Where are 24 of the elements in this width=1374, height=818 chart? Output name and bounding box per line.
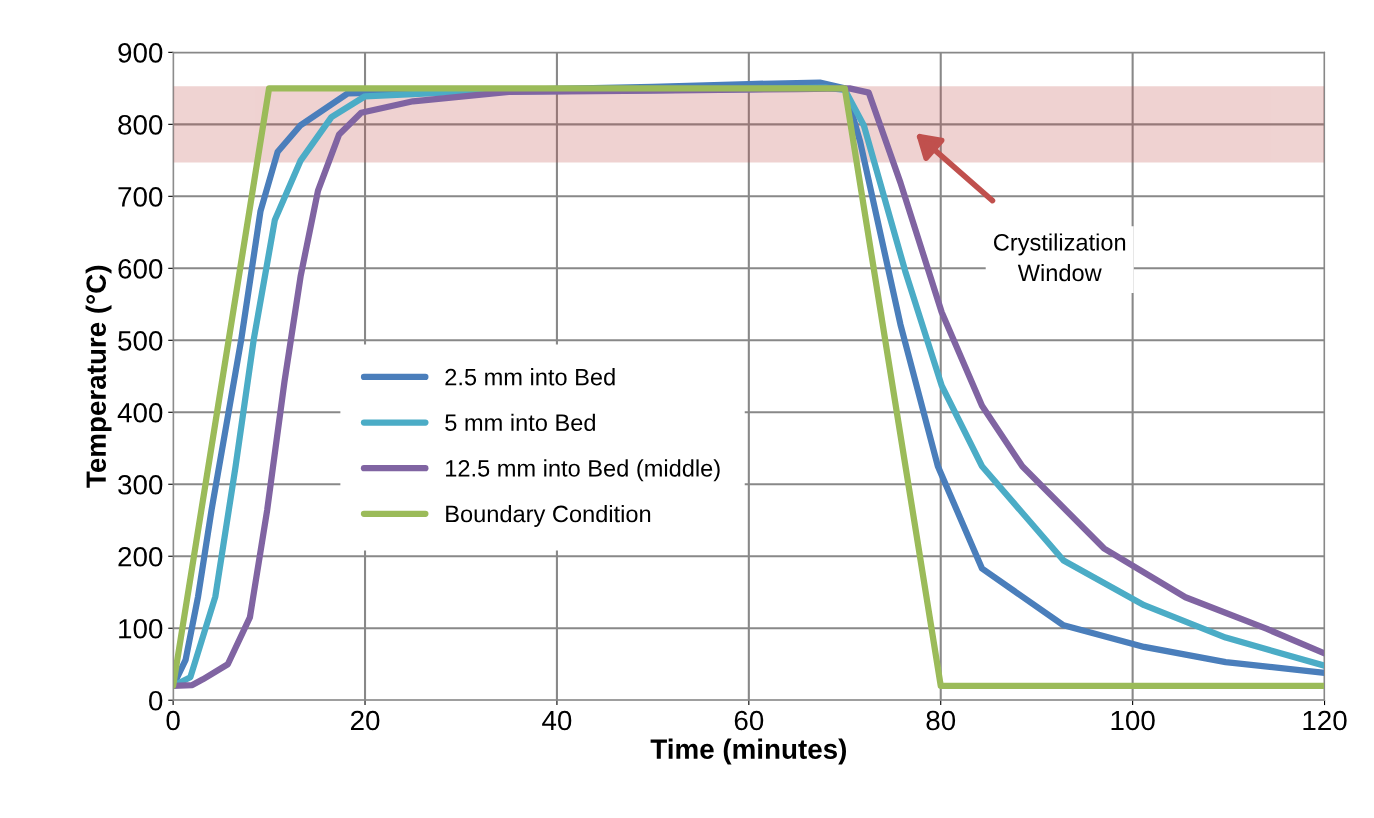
- x-tick-label: 60: [734, 710, 764, 731]
- y-tick-label: 300: [118, 474, 163, 495]
- x-tick-label: 80: [926, 710, 956, 731]
- y-tick-label: 100: [119, 618, 163, 639]
- legend-label: Boundary Condition: [446, 504, 651, 527]
- y-tick-label: 600: [118, 258, 163, 279]
- x-tick-label: 40: [542, 710, 572, 731]
- legend-label: 12.5 mm into Bed (middle): [446, 459, 720, 482]
- y-tick-label: 500: [118, 330, 163, 351]
- legend-label: 2.5 mm into Bed: [445, 368, 615, 386]
- x-tick-label: 100: [1111, 710, 1155, 731]
- y-tick-label: 700: [118, 186, 163, 207]
- x-axis-title: Time (minutes): [650, 738, 846, 765]
- x-tick-label: 0: [166, 710, 180, 731]
- y-tick-label: 800: [118, 115, 163, 135]
- y-tick-label: 400: [117, 402, 163, 423]
- legend-label: 5 mm into Bed: [445, 413, 595, 432]
- y-tick-label: 200: [118, 546, 163, 567]
- x-tick-label: 20: [350, 710, 380, 731]
- annotation: Crystilization Window: [994, 233, 1126, 282]
- x-tick-label: 120: [1303, 710, 1347, 731]
- y-tick-label: 900: [118, 43, 163, 63]
- y-axis-title: Temperature (°C): [85, 265, 112, 488]
- y-tick-label: 0: [149, 690, 163, 711]
